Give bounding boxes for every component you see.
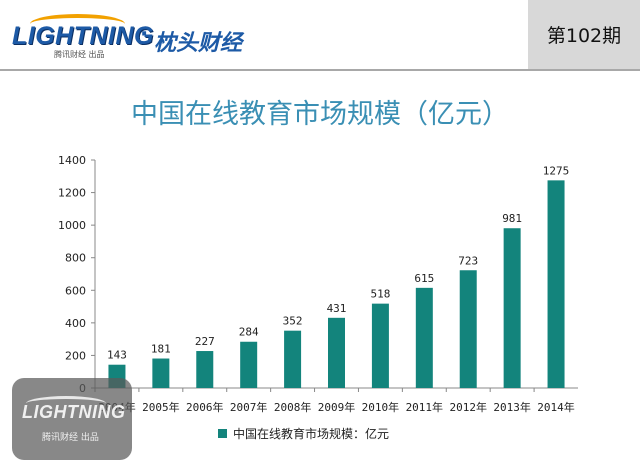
data-label: 981 (502, 212, 522, 225)
x-tick-label: 2009年 (318, 400, 356, 414)
lightning-logo: LIGHTNING 腾讯财经 出品 · 枕头财经 (12, 12, 262, 59)
chart-title: 中国在线教育市场规模（亿元） (131, 99, 509, 130)
brand-name-cn: 枕头财经 (154, 31, 243, 56)
bar (503, 228, 521, 388)
x-tick-label: 2012年 (449, 400, 487, 414)
legend-label: 中国在线教育市场规模：亿元 (233, 427, 390, 441)
bar (284, 330, 302, 388)
chart-legend: 中国在线教育市场规模：亿元 (218, 425, 389, 442)
data-label: 615 (414, 272, 434, 285)
swoosh-icon (30, 14, 125, 34)
header: LIGHTNING 腾讯财经 出品 · 枕头财经 第102期 (0, 0, 640, 70)
header-divider (0, 69, 640, 71)
brand-separator: · (140, 22, 149, 47)
x-tick-label: 2014年 (537, 400, 575, 414)
y-tick-label: 400 (65, 317, 86, 330)
y-tick-label: 1400 (58, 154, 86, 167)
watermark-subtitle: 腾讯财经 出品 (42, 433, 99, 443)
x-tick-label: 2011年 (406, 400, 444, 414)
y-tick-label: 1200 (58, 187, 86, 200)
data-label: 723 (458, 254, 478, 267)
bar (371, 303, 389, 388)
brand-name: LIGHTNING (12, 22, 154, 50)
data-label: 431 (327, 302, 347, 315)
bar (196, 351, 214, 388)
bar (240, 341, 258, 388)
brand-subtitle: 腾讯财经 出品 (54, 50, 105, 59)
x-tick-label: 2007年 (230, 400, 268, 414)
x-tick-label: 2005年 (142, 400, 180, 414)
data-label: 284 (239, 326, 259, 339)
data-label: 1275 (543, 164, 570, 177)
bar (547, 180, 565, 388)
bar (459, 270, 477, 388)
data-label: 143 (107, 349, 127, 362)
watermark-swoosh-icon (26, 396, 106, 411)
x-tick-label: 2008年 (274, 400, 312, 414)
x-tick-label: 2013年 (493, 400, 531, 414)
x-axis: 2004年2005年2006年2007年2008年2009年2010年2011年… (94, 387, 578, 414)
bar (152, 358, 170, 388)
issue-number: 第102期 (528, 0, 640, 69)
lightning-watermark: LIGHTNING 腾讯财经 出品 (12, 378, 132, 460)
data-label: 518 (370, 288, 390, 301)
legend-swatch (218, 429, 227, 438)
bar (328, 317, 345, 388)
y-tick-label: 600 (65, 284, 86, 297)
data-label: 181 (151, 343, 171, 356)
y-tick-label: 800 (65, 252, 86, 265)
watermark-brand: LIGHTNING (22, 402, 126, 422)
y-axis: 0200400600800100012001400 (58, 154, 96, 395)
y-tick-label: 1000 (58, 219, 86, 232)
bar (415, 287, 433, 388)
x-tick-label: 2010年 (362, 400, 400, 414)
x-tick-label: 2006年 (186, 400, 224, 414)
y-tick-label: 200 (65, 349, 86, 362)
data-label: 227 (195, 335, 215, 348)
data-label: 352 (283, 315, 303, 328)
bar-series: 143 181 227 284 352 431 518 615 723 981 1275 (107, 164, 569, 388)
